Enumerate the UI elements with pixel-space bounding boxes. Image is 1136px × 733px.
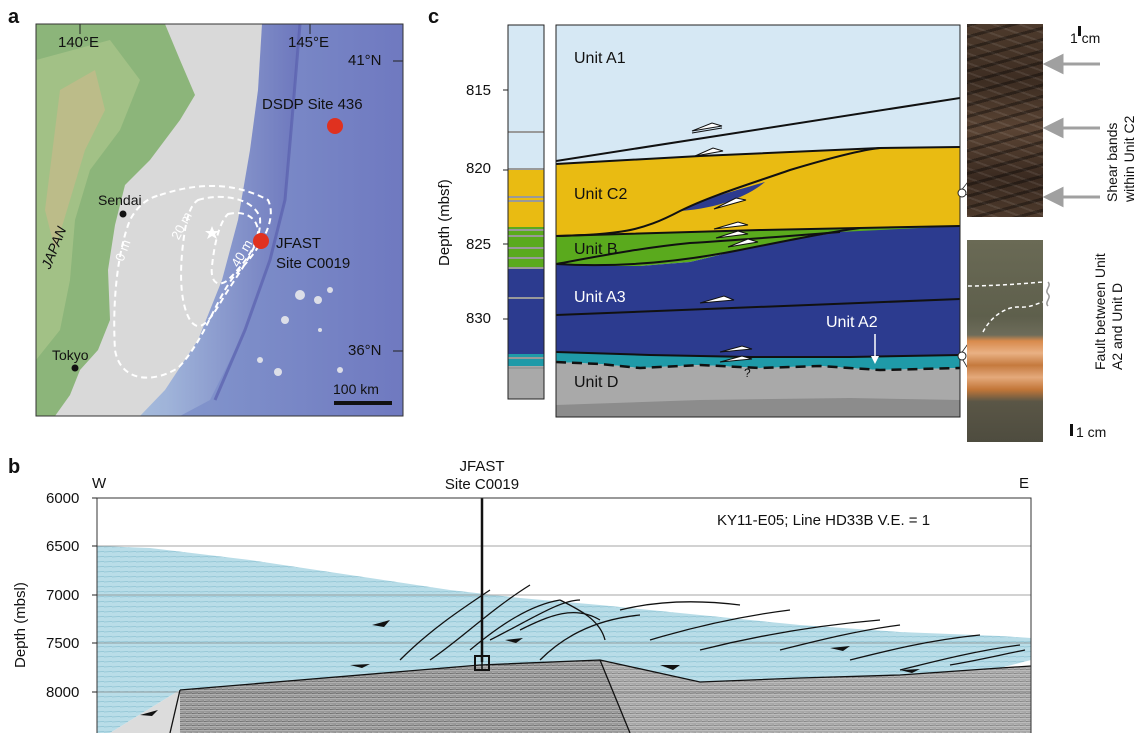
- scale-bar-label: 100 km: [333, 381, 379, 397]
- jfast-site-label-2: Site C0019: [276, 255, 351, 272]
- photo-top-caption-1: Shear bands: [1104, 122, 1120, 202]
- photo-bottom-caption-1: Fault between Unit: [1092, 253, 1108, 370]
- photo-top-caption-2: within Unit C2: [1121, 115, 1136, 202]
- country-label: JAPAN: [38, 224, 70, 271]
- city-label-tokyo: Tokyo: [52, 347, 89, 363]
- strat-depth-axis-label: Depth (mbsf): [436, 179, 453, 266]
- photo-bottom-caption-2: A2 and Unit D: [1109, 282, 1125, 370]
- section-site-label-2: Site C0019: [444, 476, 520, 493]
- jfast-site-marker: [253, 233, 269, 249]
- dsdp-site-label: DSDP Site 436: [262, 96, 363, 113]
- panel-label-c: c: [428, 6, 440, 28]
- core-photo-shear-bands: [967, 24, 1043, 217]
- contour-label-0m: 0 m: [112, 237, 134, 264]
- basement-block: [180, 660, 630, 733]
- photo-bottom-scale-label: 1 cm: [1076, 424, 1107, 440]
- city-label-sendai: Sendai: [98, 192, 142, 208]
- strat-depth-tick-815: 815: [466, 82, 492, 99]
- survey-line-label: KY11-E05; Line HD33B V.E. = 1: [717, 512, 931, 529]
- site-box: [474, 655, 490, 671]
- tokyo-marker: [71, 364, 79, 372]
- photo-top-scale-label: 1 cm: [1070, 30, 1101, 46]
- section-depth-tick-7500: 7500: [46, 635, 80, 652]
- strat-depth-tick-830: 830: [466, 310, 492, 327]
- section-depth-tick-6500: 6500: [46, 538, 80, 555]
- unit-a1-label: Unit A1: [574, 50, 626, 67]
- section-west-label: W: [92, 475, 107, 492]
- strat-depth-tick-825: 825: [466, 236, 492, 253]
- lon-label-140: 140°E: [58, 34, 100, 51]
- unit-a3-label: Unit A3: [574, 289, 626, 306]
- seamounts: [257, 287, 343, 376]
- core-photo-fault-a2-d: [967, 240, 1043, 442]
- lon-label-145: 145°E: [288, 34, 330, 51]
- subducting-plate: [600, 660, 1031, 733]
- dsdp-site-436-marker: [327, 118, 343, 134]
- section-site-label-1: JFAST: [459, 458, 505, 475]
- section-east-label: E: [1019, 475, 1030, 492]
- unit-d-label: Unit D: [574, 374, 619, 391]
- panel-label-b: b: [8, 456, 21, 478]
- unit-a1-area: [556, 25, 960, 185]
- uncertainty-mark: ?: [744, 366, 751, 380]
- trench-axis: [213, 24, 302, 401]
- section-depth-tick-6000: 6000: [46, 490, 80, 507]
- scale-bar: [334, 401, 392, 405]
- section-depth-tick-7000: 7000: [46, 587, 80, 604]
- contour-label-40m: 40 m: [228, 236, 256, 270]
- lat-label-41: 41°N: [348, 52, 382, 69]
- lithology-column: [507, 24, 545, 400]
- unit-a2-label: Unit A2: [826, 314, 878, 331]
- section-depth-axis-label: Depth (mbsl): [12, 582, 29, 668]
- contour-label-20m: 20 m: [168, 209, 195, 243]
- strat-depth-tick-820: 820: [466, 160, 492, 177]
- jfast-site-label-1: JFAST: [276, 235, 322, 252]
- epicenter-star: [205, 226, 219, 239]
- sendai-marker: [119, 210, 127, 218]
- lat-label-36: 36°N: [348, 342, 382, 359]
- unit-a2-area: [556, 352, 960, 370]
- unit-b-label: Unit B: [574, 241, 618, 258]
- panel-label-a: a: [8, 6, 20, 28]
- sediment-wedge: [97, 546, 1031, 733]
- section-depth-tick-8000: 8000: [46, 684, 80, 701]
- unit-c2-label: Unit C2: [574, 186, 628, 203]
